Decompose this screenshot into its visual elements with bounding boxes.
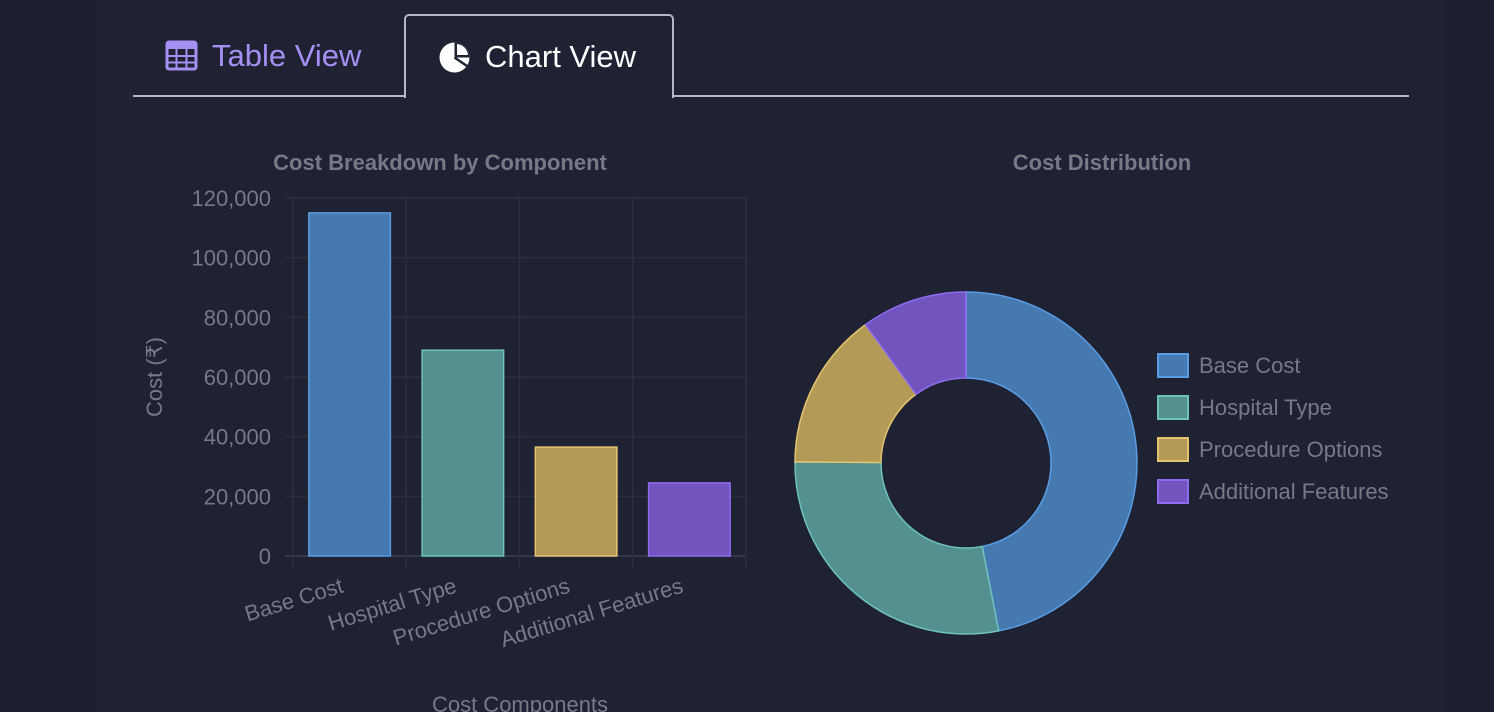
legend-item[interactable]: Additional Features — [1157, 479, 1389, 504]
legend-swatch — [1157, 479, 1189, 504]
legend-swatch — [1157, 353, 1189, 378]
y-tick-label: 60,000 — [204, 365, 271, 390]
donut-chart-legend[interactable]: Base Cost Hospital Type Procedure Options A… — [1157, 353, 1389, 504]
bar-base-cost[interactable] — [308, 212, 392, 557]
slice-base-cost[interactable] — [965, 291, 1138, 632]
bar-chart-x-axis-title: Cost Components — [432, 692, 608, 712]
donut-chart: Cost Distribution Base Cost Hospital Type… — [794, 150, 1389, 635]
y-tick-label: 80,000 — [204, 305, 271, 330]
bar-chart-title: Cost Breakdown by Component — [273, 150, 607, 175]
table-icon — [165, 39, 198, 72]
y-tick-label: 100,000 — [191, 246, 271, 271]
bar-hospital-type[interactable] — [421, 349, 505, 557]
bar-additional-features[interactable] — [647, 482, 731, 557]
legend-label: Hospital Type — [1199, 395, 1332, 420]
y-tick-label: 0 — [259, 544, 271, 569]
legend-item[interactable]: Base Cost — [1157, 353, 1301, 378]
bar-chart-bars — [308, 212, 731, 557]
y-tick-label: 40,000 — [204, 425, 271, 450]
tab-divider — [133, 95, 1409, 97]
bar-chart: Cost Breakdown by Component 0 20,000 40,00… — [142, 150, 747, 712]
legend-swatch — [1157, 437, 1189, 462]
bar-chart-y-axis-title: Cost (₹) — [142, 337, 167, 417]
legend-label: Procedure Options — [1199, 437, 1382, 462]
donut-chart-title: Cost Distribution — [1013, 150, 1191, 175]
legend-item[interactable]: Hospital Type — [1157, 395, 1332, 420]
slice-additional-features[interactable] — [864, 291, 967, 396]
bar-procedure-options[interactable] — [534, 446, 618, 557]
legend-swatch — [1157, 395, 1189, 420]
bar-chart-y-ticks: 0 20,000 40,000 60,000 80,000 100,000 120,000 — [191, 186, 271, 569]
tab-table-view[interactable]: Table View — [165, 14, 410, 97]
legend-label: Additional Features — [1199, 479, 1389, 504]
view-tabs: Table View Chart View — [133, 0, 1409, 98]
legend-label: Base Cost — [1199, 353, 1301, 378]
y-tick-label: 20,000 — [204, 484, 271, 509]
tab-chart-view-label: Chart View — [485, 39, 637, 74]
pie-chart-icon — [438, 41, 471, 74]
tab-table-view-label: Table View — [212, 37, 362, 73]
slice-hospital-type[interactable] — [794, 461, 1000, 635]
y-tick-label: 120,000 — [191, 186, 271, 211]
donut-chart-slices — [794, 291, 1138, 635]
tab-chart-view[interactable]: Chart View — [404, 14, 674, 98]
legend-item[interactable]: Procedure Options — [1157, 437, 1382, 462]
